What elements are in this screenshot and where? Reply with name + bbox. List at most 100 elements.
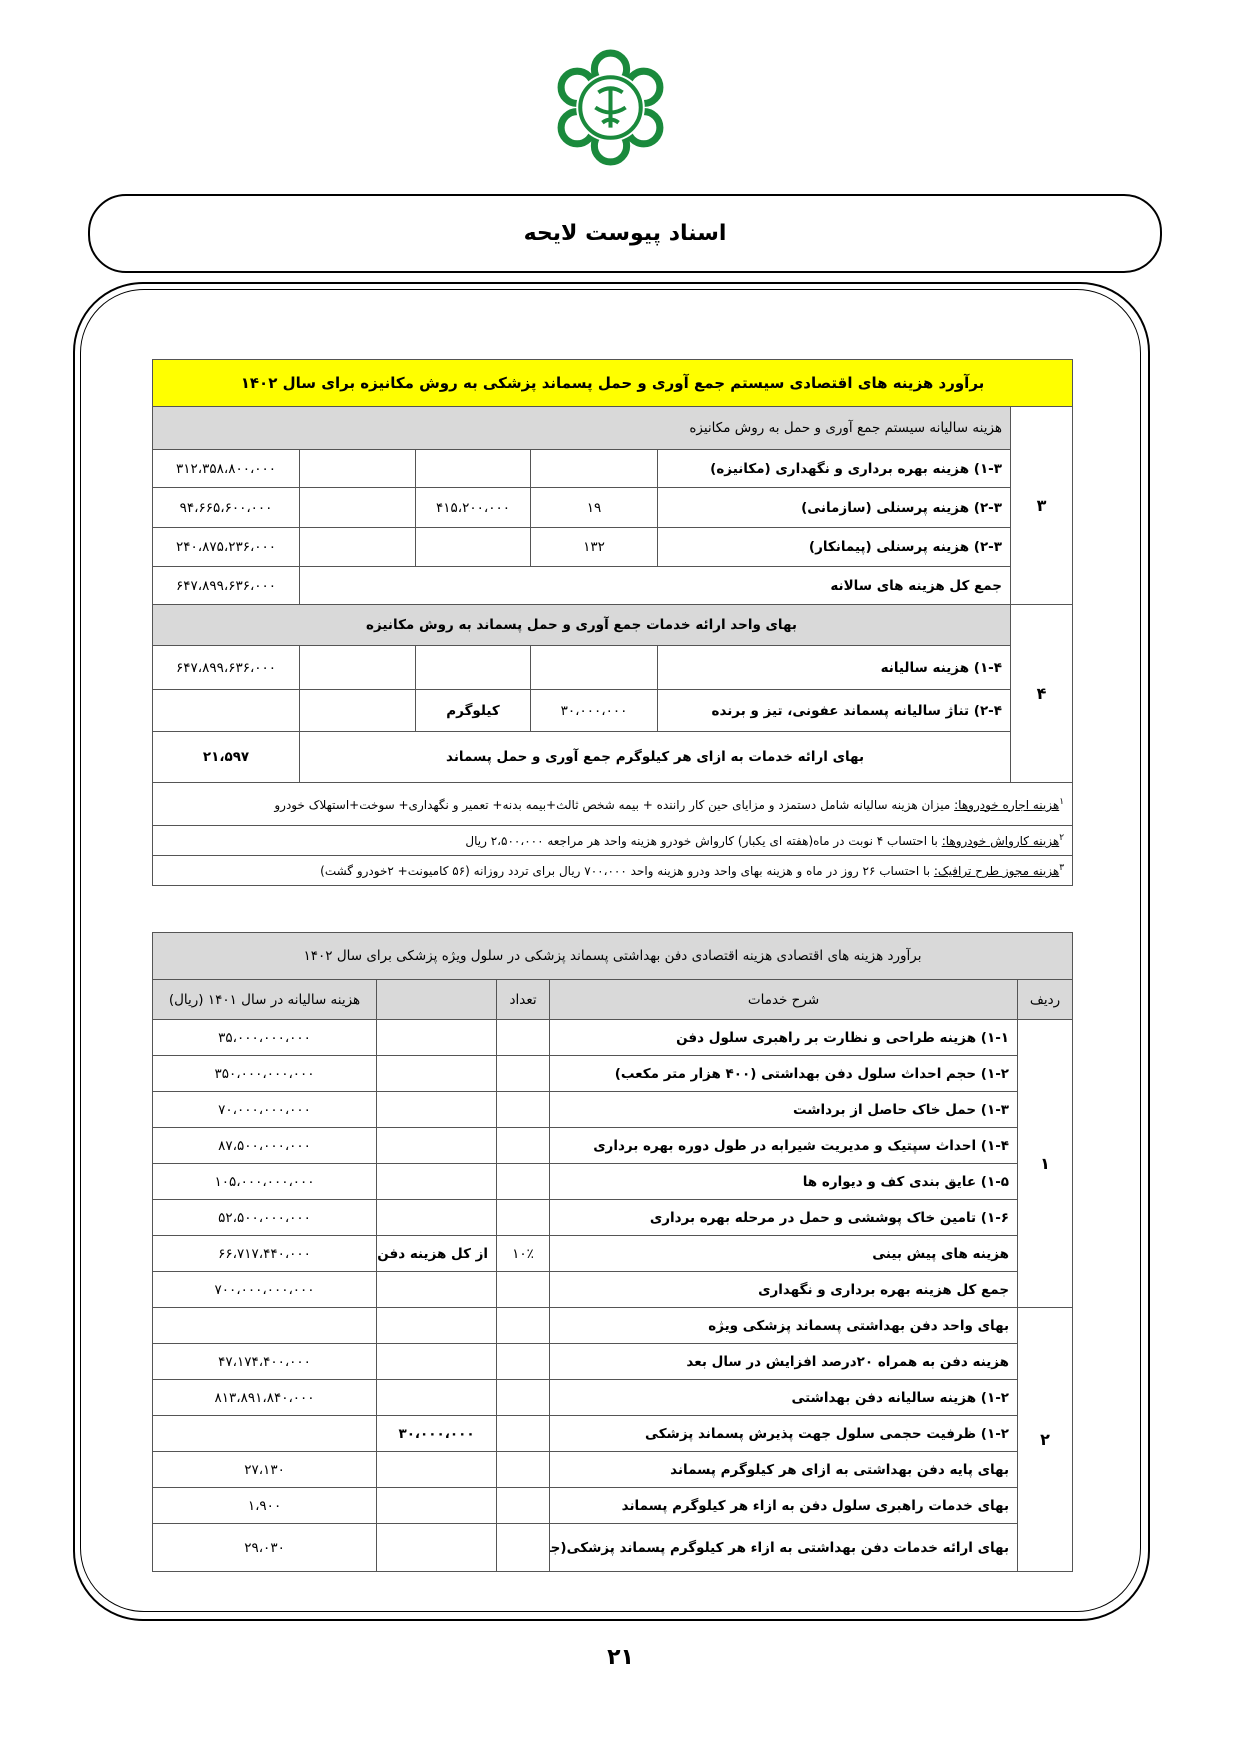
desc-cell: هزینه دفن به همراه ۲۰درصد افزایش در سال …: [549, 1343, 1019, 1380]
table-row: ۱-۶) تامین خاک پوششی و حمل در مرحله بهره…: [151, 1199, 1073, 1236]
extra-cell: از کل هزینه دفن: [376, 1235, 498, 1272]
unit-cell: [415, 645, 532, 690]
desc-cell: ۱-۴) هزینه سالیانه: [657, 645, 1012, 690]
column-header: ردیف: [1017, 979, 1074, 1020]
count-cell: ۱۳۲: [530, 527, 659, 567]
row-number: ۲: [1017, 1307, 1074, 1572]
extra-cell: [299, 449, 417, 488]
header-row: ردیف شرح خدمات تعداد هزینه سالیانه در سا…: [151, 979, 1074, 1020]
count-cell: ۳۰،۰۰۰،۰۰۰: [530, 689, 659, 732]
table-row: ۱-۳) هزینه بهره برداری و نگهداری (مکانیز…: [151, 449, 1073, 488]
count-cell: [496, 1199, 551, 1236]
count-cell: [496, 1271, 551, 1308]
count-cell: [530, 449, 659, 488]
table-title: برآورد هزینه های اقتصادی هزینه اقتصادی د…: [151, 932, 1074, 980]
column-header: هزینه سالیانه در سال ۱۴۰۱ (ریال): [151, 979, 378, 1020]
value-cell: ۸۱۳،۸۹۱،۸۴۰،۰۰۰: [151, 1379, 378, 1416]
table-row: ۲-۴) تناژ سالیانه پسماند عفونی، تیز و بر…: [151, 689, 1073, 732]
unit-cost-cell: [415, 449, 532, 488]
count-cell: [496, 1379, 551, 1416]
price-label: بهای ارائه خدمات به ازای هر کیلوگرم جمع …: [299, 731, 1012, 783]
section-heading: هزینه سالیانه سیستم جمع آوری و حمل به رو…: [151, 406, 1012, 450]
table-row: ۲-۳) هزینه پرسنلی (پیمانکار) ۱۳۲ ۲۴۰،۸۷۵…: [151, 527, 1073, 567]
extra-cell: [376, 1199, 498, 1236]
footnote-1: ۱هزینه اجاره خودروها: میزان هزینه سالیان…: [151, 782, 1074, 826]
unit-price-row: بهای ارائه خدمات به ازای هر کیلوگرم جمع …: [151, 731, 1073, 783]
row-number: ۳: [1010, 406, 1074, 605]
extra-cell: [376, 1523, 498, 1572]
desc-cell: ۱-۶) تامین خاک پوششی و حمل در مرحله بهره…: [549, 1199, 1019, 1236]
count-cell: [496, 1343, 551, 1380]
extra-cell: ۳۰،۰۰۰،۰۰۰: [376, 1415, 498, 1452]
value-cell: ۲۴۰،۸۷۵،۲۳۶،۰۰۰: [151, 527, 301, 567]
unit-cell: کیلوگرم: [415, 689, 532, 732]
desc-cell: ۲-۴) تناژ سالیانه پسماند عفونی، تیز و بر…: [657, 689, 1012, 732]
count-cell: ۱۹: [530, 487, 659, 528]
desc-cell: جمع کل هزینه بهره برداری و نگهداری: [549, 1271, 1019, 1308]
extra-cell: [376, 1307, 498, 1344]
sanitary-landfill-cost-table: برآورد هزینه های اقتصادی هزینه اقتصادی د…: [151, 932, 1074, 1572]
mechanized-collection-cost-table: برآورد هزینه های اقتصادی سیستم جمع آوری …: [151, 359, 1074, 886]
extra-cell: [376, 1019, 498, 1056]
row-number: ۴: [1010, 604, 1074, 783]
extra-cell: [299, 689, 417, 732]
desc-cell: ۱-۴) احداث سپتیک و مدیریت شیرابه در طول …: [549, 1127, 1019, 1164]
desc-cell: ۱-۵) عایق بندی کف و دیواره ها: [549, 1163, 1019, 1200]
column-header: تعداد: [496, 979, 551, 1020]
count-cell: [496, 1055, 551, 1092]
value-cell: ۶۴۷،۸۹۹،۶۳۶،۰۰۰: [151, 645, 301, 690]
extra-cell: [376, 1271, 498, 1308]
tehran-municipality-logo: [557, 49, 664, 166]
page-frame: [73, 282, 1150, 1621]
document-header-title: اسناد پیوست لایحه: [88, 194, 1162, 273]
value-cell: ۱۰۵،۰۰۰،۰۰۰،۰۰۰: [151, 1163, 378, 1200]
value-cell: ۲۹،۰۳۰: [151, 1523, 378, 1572]
desc-cell: ۱-۲) هزینه سالیانه دفن بهداشتی: [549, 1379, 1019, 1416]
row-number: ۱: [1017, 1019, 1074, 1308]
desc-cell: ۱-۱) هزینه طراحی و نظارت بر راهبری سلول …: [549, 1019, 1019, 1056]
value-cell: ۱،۹۰۰: [151, 1487, 378, 1524]
section-heading: بهای واحد ارائه خدمات جمع آوری و حمل پسم…: [151, 604, 1012, 646]
table-row: ۱-۴) هزینه سالیانه ۶۴۷،۸۹۹،۶۳۶،۰۰۰: [151, 645, 1073, 690]
column-header: [376, 979, 498, 1020]
value-cell: ۷۰،۰۰۰،۰۰۰،۰۰۰: [151, 1091, 378, 1128]
total-value: ۶۴۷،۸۹۹،۶۳۶،۰۰۰: [151, 566, 301, 605]
table-row: بهای پایه دفن بهداشتی به ازای هر کیلوگرم…: [151, 1451, 1073, 1488]
page-frame-inner: [80, 289, 1141, 1612]
desc-cell: ۱-۳) هزینه بهره برداری و نگهداری (مکانیز…: [657, 449, 1012, 488]
count-cell: [496, 1451, 551, 1488]
value-cell: ۸۷،۵۰۰،۰۰۰،۰۰۰: [151, 1127, 378, 1164]
count-cell: [496, 1019, 551, 1056]
desc-cell: ۱-۲) ظرفیت حجمی سلول جهت پذیرش پسماند پز…: [549, 1415, 1019, 1452]
table-row: ۱-۲) هزینه سالیانه دفن بهداشتی ۸۱۳،۸۹۱،۸۴…: [151, 1379, 1073, 1416]
desc-cell: بهای پایه دفن بهداشتی به ازای هر کیلوگرم…: [549, 1451, 1019, 1488]
table-row: ۱-۲) حجم احداث سلول دفن بهداشتی (۴۰۰ هزا…: [151, 1055, 1073, 1092]
table-row: هزینه دفن به همراه ۲۰درصد افزایش در سال …: [151, 1343, 1073, 1380]
desc-cell: بهای واحد دفن بهداشتی پسماند پزشکی ویژه: [549, 1307, 1019, 1344]
table-row: ۱-۴) احداث سپتیک و مدیریت شیرابه در طول …: [151, 1127, 1073, 1164]
extra-cell: [299, 527, 417, 567]
extra-cell: [376, 1127, 498, 1164]
value-cell: ۳۱۲،۳۵۸،۸۰۰،۰۰۰: [151, 449, 301, 488]
desc-cell: ۲-۳) هزینه پرسنلی (پیمانکار): [657, 527, 1012, 567]
count-cell: [496, 1127, 551, 1164]
count-cell: [530, 645, 659, 690]
value-cell: [151, 1307, 378, 1344]
table-row: ۱-۳) حمل خاک حاصل از برداشت ۷۰،۰۰۰،۰۰۰،۰۰…: [151, 1091, 1073, 1128]
value-cell: ۳۵۰،۰۰۰،۰۰۰،۰۰۰: [151, 1055, 378, 1092]
footnote-3: ۳هزینه مجوز طرح ترافیک: با احتساب ۲۶ روز…: [151, 855, 1074, 886]
count-cell: [496, 1091, 551, 1128]
value-cell: ۳۵،۰۰۰،۰۰۰،۰۰۰: [151, 1019, 378, 1056]
column-header: شرح خدمات: [549, 979, 1019, 1020]
table-row: ۲-۳) هزینه پرسنلی (سازمانی) ۱۹ ۴۱۵،۲۰۰،۰…: [151, 487, 1073, 528]
unit-cost-cell: ۴۱۵،۲۰۰،۰۰۰: [415, 487, 532, 528]
count-cell: [496, 1523, 551, 1572]
extra-cell: [376, 1487, 498, 1524]
table-row: ۱-۲) ظرفیت حجمی سلول جهت پذیرش پسماند پز…: [151, 1415, 1073, 1452]
desc-cell: بهای ارائه خدمات دفن بهداشتی به ازاء هر …: [549, 1523, 1019, 1572]
value-cell: ۷۰۰،۰۰۰،۰۰۰،۰۰۰: [151, 1271, 378, 1308]
unit-cost-cell: [415, 527, 532, 567]
value-cell: ۴۷،۱۷۴،۴۰۰،۰۰۰: [151, 1343, 378, 1380]
value-cell: [151, 1415, 378, 1452]
desc-cell: ۲-۳) هزینه پرسنلی (سازمانی): [657, 487, 1012, 528]
